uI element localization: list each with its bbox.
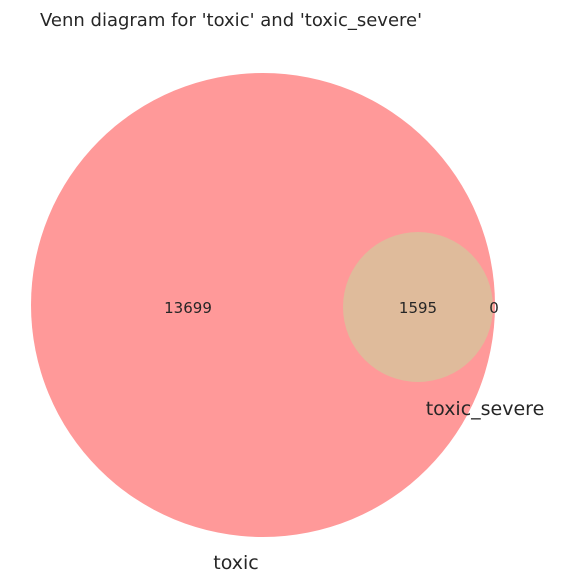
overlap-count: 1595	[399, 299, 437, 317]
toxic-severe-circle	[343, 232, 493, 382]
toxic-circle	[31, 73, 495, 537]
diagram-title: Venn diagram for 'toxic' and 'toxic_seve…	[40, 10, 422, 31]
toxic-only-count: 13699	[164, 299, 212, 317]
toxic-severe-only-count: 0	[489, 299, 499, 317]
toxic-label: toxic	[213, 552, 258, 574]
toxic-severe-label: toxic_severe	[426, 398, 545, 420]
